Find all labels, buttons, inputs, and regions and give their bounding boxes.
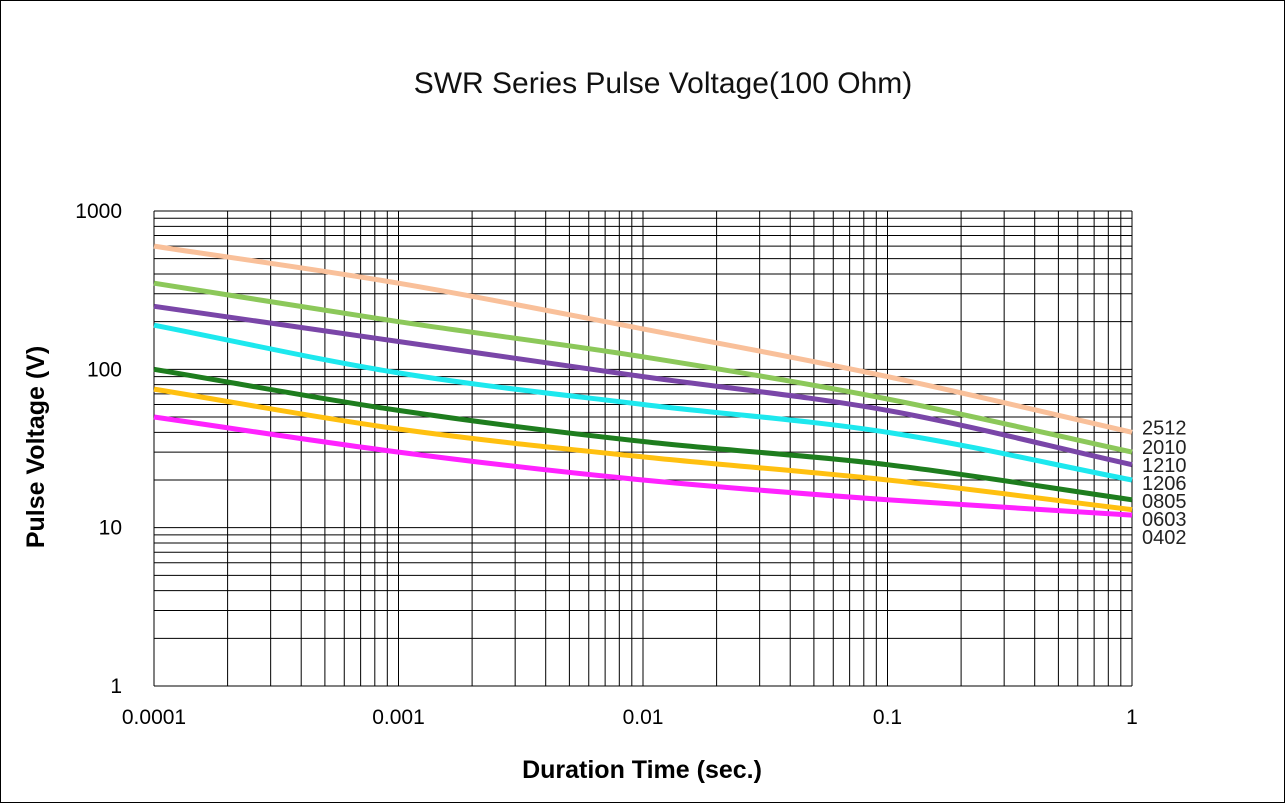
series-line-0603 — [153, 386, 1133, 513]
series-label-0603: 0603 — [1142, 509, 1187, 531]
series-line-1210 — [153, 303, 1133, 468]
x-tick-label: 1 — [1126, 706, 1138, 729]
chart-title: SWR Series Pulse Voltage(100 Ohm) — [414, 67, 913, 100]
series-label-1206: 1206 — [1142, 473, 1187, 495]
series-line-0402 — [153, 414, 1133, 518]
series-lines — [153, 243, 1133, 518]
series-label-1210: 1210 — [1142, 455, 1187, 477]
y-axis-title: Pulse Voltage (V) — [22, 346, 50, 548]
series-label-0805: 0805 — [1142, 491, 1187, 513]
series-label-0402: 0402 — [1142, 527, 1187, 549]
y-tick-label: 100 — [87, 358, 122, 381]
x-tick-label: 0.1 — [873, 706, 902, 729]
y-tick-label: 10 — [99, 517, 122, 540]
series-line-1206 — [153, 322, 1133, 483]
x-tick-label: 0.0001 — [122, 706, 186, 729]
series-label-2512: 2512 — [1142, 417, 1187, 439]
series-line-2512 — [153, 243, 1133, 435]
y-tick-label: 1000 — [75, 200, 122, 223]
series-line-0805 — [153, 366, 1133, 503]
y-tick-label: 1 — [110, 675, 122, 698]
series-label-2010: 2010 — [1142, 437, 1187, 459]
x-tick-label: 0.01 — [623, 706, 664, 729]
series-line-2010 — [153, 280, 1133, 455]
tick-labels: 0.0001 0.001 0.01 0.1 1 1 10 100 1000 — [75, 200, 1138, 729]
x-axis-title: Duration Time (sec.) — [522, 756, 762, 784]
x-tick-label: 0.001 — [372, 706, 425, 729]
